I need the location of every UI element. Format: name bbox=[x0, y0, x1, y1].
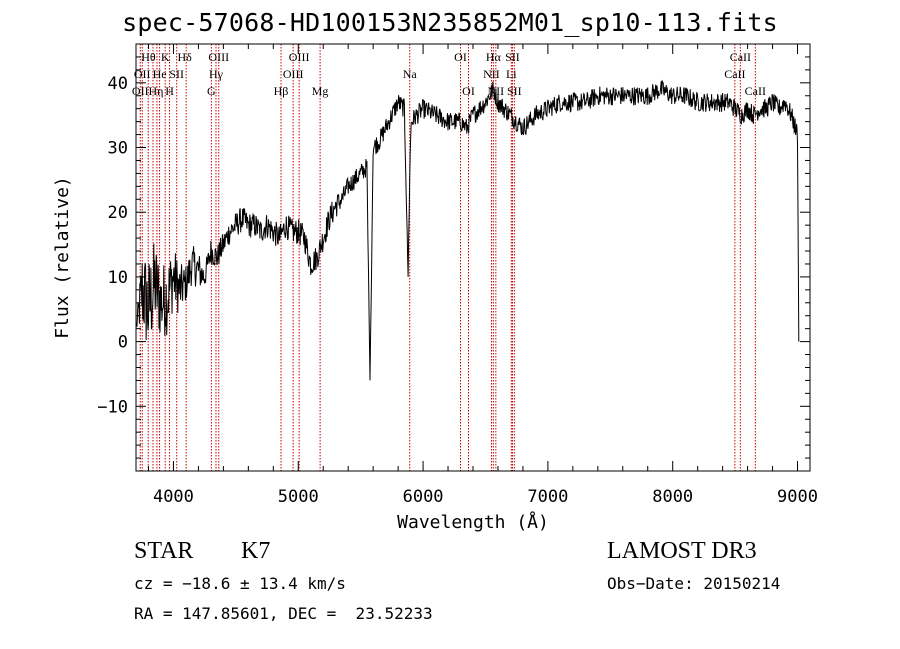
x-tick-label: 8000 bbox=[652, 487, 693, 507]
line-label: OIII bbox=[208, 50, 229, 64]
x-axis-label: Wavelength (Å) bbox=[397, 511, 549, 533]
line-label: Mg bbox=[312, 84, 329, 98]
y-axis-ticks: −10 0 10 20 30 40 bbox=[97, 56, 810, 459]
line-label: SII bbox=[507, 84, 522, 98]
x-tick-label: 6000 bbox=[403, 487, 444, 507]
x-tick-label: 5000 bbox=[278, 487, 319, 507]
x-axis-ticks: 4000 5000 6000 7000 8000 9000 bbox=[147, 44, 818, 507]
object-class: STAR bbox=[134, 538, 194, 564]
line-label: OIII bbox=[283, 67, 304, 81]
survey-name: LAMOST DR3 bbox=[607, 538, 757, 564]
line-label: G bbox=[207, 84, 216, 98]
line-label: Na bbox=[403, 67, 418, 81]
line-label: He bbox=[153, 67, 167, 81]
line-label: SII bbox=[505, 50, 520, 64]
line-label: SII bbox=[169, 67, 184, 81]
y-tick-label: −10 bbox=[97, 397, 128, 417]
coordinates-readout: RA = 147.85601, DEC = 23.52233 bbox=[134, 604, 433, 623]
line-label: CaII bbox=[724, 67, 745, 81]
line-label-greek: Hθ bbox=[141, 50, 156, 64]
observation-date: Obs−Date: 20150214 bbox=[607, 574, 781, 593]
y-tick-label: 40 bbox=[108, 74, 128, 94]
line-label-greek: Hδ bbox=[178, 50, 193, 64]
line-label: OIII bbox=[289, 50, 310, 64]
redshift-readout: cz = −18.6 ± 13.4 km/s bbox=[134, 574, 346, 593]
line-label: OI bbox=[454, 50, 467, 64]
line-label: OI bbox=[462, 84, 475, 98]
x-tick-label: 4000 bbox=[153, 487, 194, 507]
y-axis-label: Flux (relative) bbox=[52, 176, 73, 339]
line-label-greek: Hη bbox=[148, 84, 163, 98]
chart-title: spec-57068-HD100153N235852M01_sp10-113.f… bbox=[122, 8, 778, 37]
line-label: H bbox=[165, 84, 174, 98]
line-label: CaII bbox=[730, 50, 751, 64]
line-label: K bbox=[161, 50, 170, 64]
y-tick-label: 20 bbox=[108, 203, 128, 223]
spectrum-series-line bbox=[135, 79, 800, 381]
x-tick-label: 7000 bbox=[527, 487, 568, 507]
line-label: OII bbox=[134, 67, 151, 81]
y-tick-label: 10 bbox=[108, 268, 128, 288]
object-subclass: K7 bbox=[241, 538, 271, 564]
line-label: Li bbox=[506, 67, 517, 81]
line-label: NII bbox=[483, 67, 500, 81]
line-label-greek: Hγ bbox=[209, 67, 224, 81]
y-tick-label: 30 bbox=[108, 139, 128, 159]
line-label-greek: Hα bbox=[486, 50, 502, 64]
x-tick-label: 9000 bbox=[777, 487, 818, 507]
line-label-greek: Hβ bbox=[274, 84, 289, 98]
line-label: CaII bbox=[745, 84, 766, 98]
y-tick-label: 0 bbox=[118, 333, 128, 353]
reference-lines-group bbox=[139, 44, 756, 471]
